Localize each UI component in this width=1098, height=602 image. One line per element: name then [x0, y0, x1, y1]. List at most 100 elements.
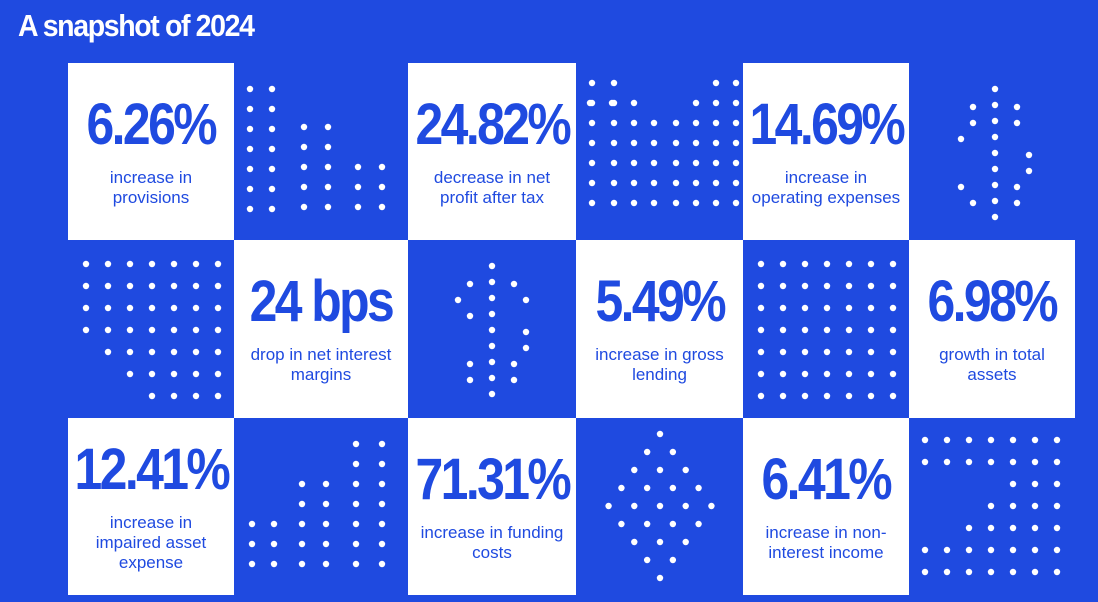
dot [987, 546, 995, 554]
stat-tile-non-interest-income: 6.41% increase in non-interest income [743, 418, 909, 595]
dot [757, 304, 765, 312]
dot [610, 159, 618, 167]
dollar-sign-dots-icon [408, 240, 576, 418]
dot [488, 294, 496, 302]
dot [1013, 119, 1021, 127]
stat-label: growth in total assets [939, 345, 1045, 384]
dot [1031, 524, 1039, 532]
dot [889, 260, 897, 268]
dot [466, 280, 474, 288]
dot [126, 370, 134, 378]
dot [352, 440, 360, 448]
stat-tile-provisions: 6.26% increase in provisions [68, 63, 234, 240]
dot [352, 520, 360, 528]
dot [268, 185, 276, 193]
dot [148, 326, 156, 334]
dot [82, 282, 90, 290]
dot [1025, 151, 1033, 159]
dot [987, 524, 995, 532]
dot [322, 540, 330, 548]
dot [104, 326, 112, 334]
dot [192, 392, 200, 400]
dot [352, 560, 360, 568]
dot [170, 282, 178, 290]
dot [867, 370, 875, 378]
dot [1031, 480, 1039, 488]
dot [779, 392, 787, 400]
dot [378, 560, 386, 568]
dot [656, 538, 664, 546]
dollar-sign-dots-icon [909, 63, 1075, 240]
dot [610, 179, 618, 187]
dot-pattern [757, 260, 897, 400]
dot [732, 99, 740, 107]
dot [732, 119, 740, 127]
dot [991, 149, 999, 157]
dot [488, 342, 496, 350]
dot [692, 179, 700, 187]
dot [631, 466, 638, 474]
stat-tile-total-assets: 6.98% growth in total assets [909, 240, 1075, 418]
dot [867, 348, 875, 356]
stat-label: increase in operating expenses [751, 167, 901, 207]
dot [630, 99, 638, 107]
dot [991, 181, 999, 189]
dot [991, 197, 999, 205]
dot [669, 484, 677, 492]
dot [1009, 546, 1017, 554]
dot [692, 119, 700, 127]
stat-value: 12.41% [74, 436, 230, 502]
dot [732, 159, 740, 167]
dot [1053, 480, 1061, 488]
dot [801, 326, 809, 334]
dot [378, 520, 386, 528]
dot [608, 99, 616, 107]
dot [354, 163, 362, 171]
dot [588, 179, 596, 187]
dot-grid-pattern-icon [743, 240, 909, 418]
dot [324, 183, 332, 191]
dot [1009, 458, 1017, 466]
dot [867, 304, 875, 312]
dot [352, 500, 360, 508]
dot [867, 392, 875, 400]
dot [669, 520, 677, 528]
dot [354, 203, 362, 211]
dot [378, 440, 386, 448]
rising-bars-dots-icon [234, 418, 408, 595]
stat-tile-gross-lending: 5.49% increase in gross lending [576, 240, 743, 418]
dot [588, 119, 596, 127]
dot [823, 392, 831, 400]
dot [82, 260, 90, 268]
dot [1053, 436, 1061, 444]
stat-label: increase in non-interest income [765, 522, 887, 562]
dot [630, 139, 638, 147]
dot [214, 348, 222, 356]
dot [957, 135, 965, 143]
dot [378, 540, 386, 548]
dot [214, 282, 222, 290]
dot [588, 139, 596, 147]
dot [712, 159, 720, 167]
dot [104, 348, 112, 356]
dot [845, 370, 853, 378]
dot [732, 179, 740, 187]
dot [867, 282, 875, 290]
falling-bars-dots-icon [576, 63, 743, 240]
dot [214, 326, 222, 334]
dot [650, 159, 658, 167]
dot-pattern [454, 262, 530, 398]
dot [969, 103, 977, 111]
dot [823, 348, 831, 356]
dot [618, 484, 625, 492]
dot [298, 500, 306, 508]
dot [987, 568, 995, 576]
dot [588, 159, 596, 167]
dot [643, 520, 651, 528]
dot [1053, 458, 1061, 466]
dot [214, 304, 222, 312]
dot [969, 119, 977, 127]
dot [630, 199, 638, 207]
dot [682, 538, 689, 546]
dot [757, 282, 765, 290]
